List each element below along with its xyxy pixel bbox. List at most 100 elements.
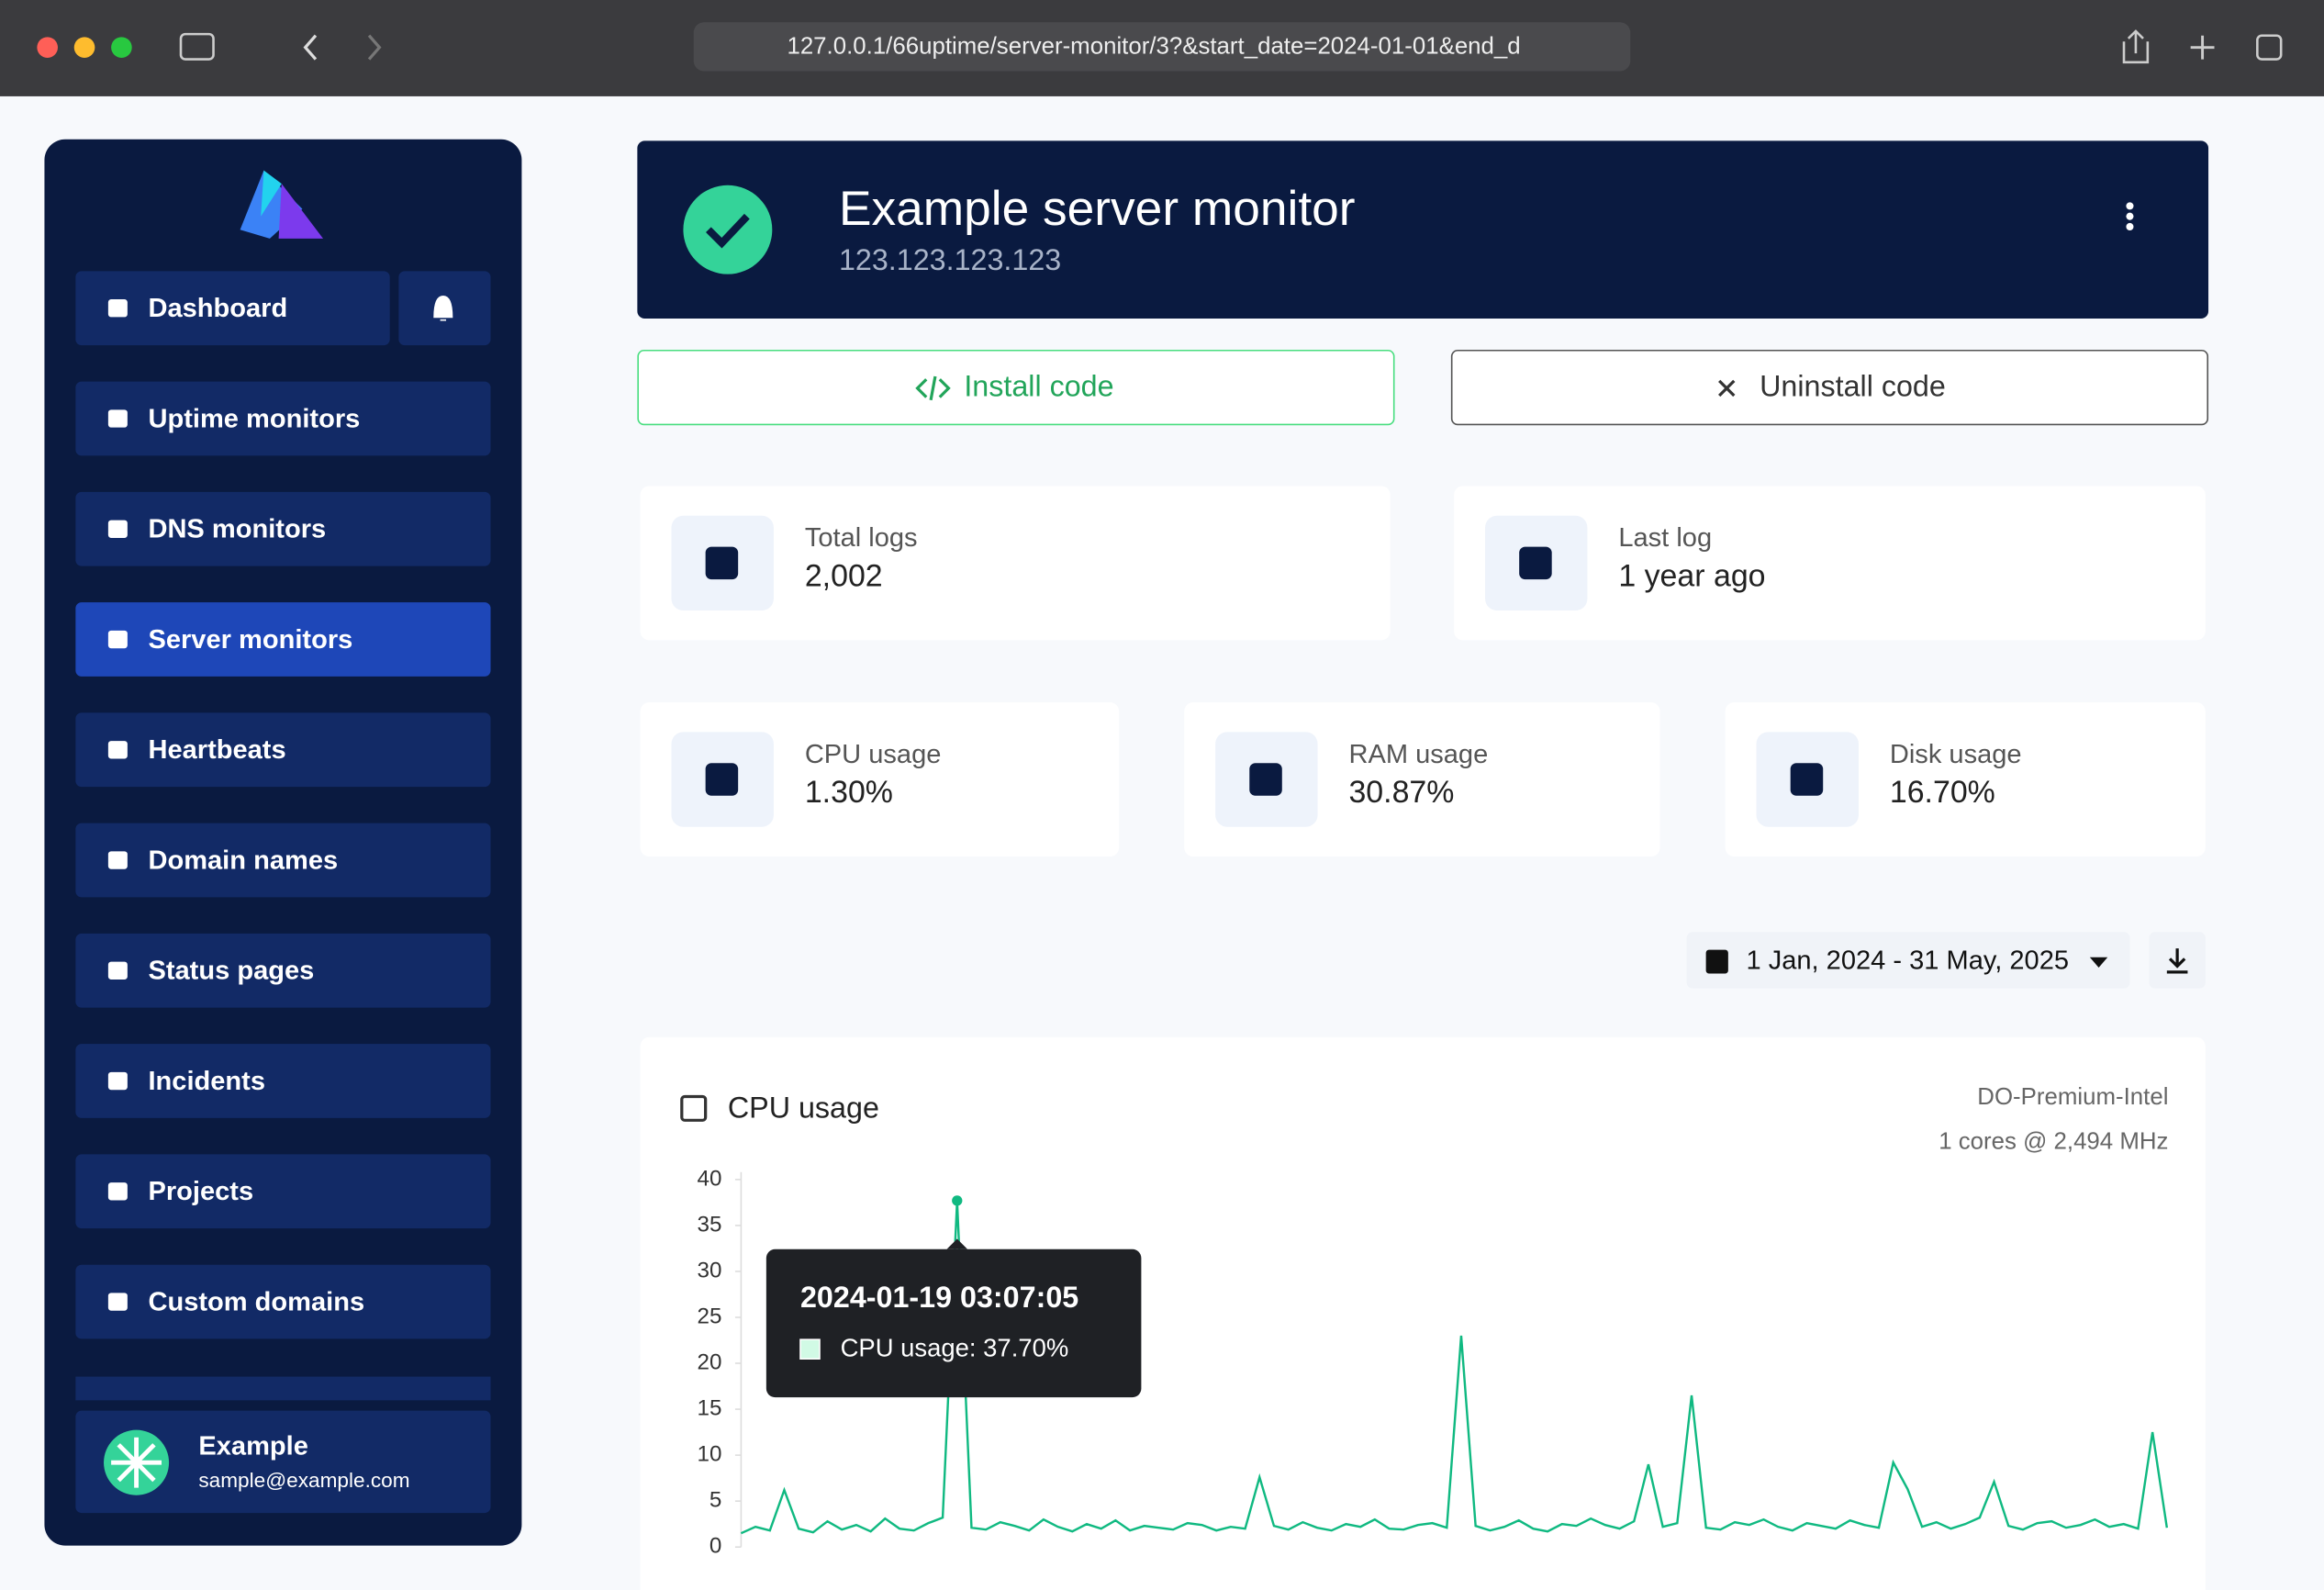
chart-spec: DO-Premium-Intel	[1977, 1084, 2168, 1110]
tooltip-date: 2024-01-19 03:07:05	[800, 1281, 1078, 1314]
y-tick-label: 25	[697, 1304, 721, 1328]
y-tick-label: 15	[697, 1395, 721, 1420]
nav-label: Uptime monitors	[148, 404, 360, 433]
nav-item[interactable]	[75, 491, 491, 566]
y-tick-label: 10	[697, 1442, 721, 1467]
calendar-icon	[1705, 949, 1728, 974]
nav-icon	[107, 299, 128, 318]
close[interactable]	[37, 37, 58, 58]
user-box[interactable]	[75, 1410, 491, 1514]
tabs[interactable]	[2256, 34, 2283, 61]
chart-spec: 1 cores @ 2,494 MHz	[1939, 1128, 2168, 1154]
header-title: Example server monitor	[839, 182, 1356, 236]
nav-icon	[107, 409, 128, 428]
nav-label: Incidents	[148, 1067, 265, 1096]
stat-value: 30.87%	[1348, 775, 1454, 810]
stat-label: CPU usage	[805, 740, 942, 769]
nav-label: Projects	[148, 1177, 253, 1206]
y-tick-label: 40	[697, 1166, 721, 1191]
tooltip	[765, 1248, 1142, 1398]
stat-value: 16.70%	[1890, 775, 1995, 810]
stat-label: Disk usage	[1890, 740, 2022, 769]
caret	[2089, 957, 2108, 969]
nav-label: Heartbeats	[148, 735, 285, 765]
new-tab[interactable]	[2190, 35, 2215, 60]
uninstall-label: Uninstall code	[1760, 369, 1946, 402]
line-series	[740, 1200, 2169, 1535]
y-tick-label: 0	[709, 1534, 721, 1559]
nav-label: Dashboard	[148, 294, 287, 323]
share[interactable]	[2122, 29, 2150, 64]
check	[706, 213, 750, 249]
nav-label: Domain names	[148, 845, 338, 875]
forward[interactable]	[367, 34, 382, 61]
stat-value: 2,002	[805, 558, 883, 593]
nav-label: Server monitors	[148, 625, 352, 655]
minimize[interactable]	[73, 37, 95, 58]
nav-icon	[107, 630, 128, 649]
date-range[interactable]	[1686, 932, 2130, 989]
x-icon	[1718, 379, 1736, 398]
code-icon	[915, 375, 951, 401]
stat-icon	[705, 763, 739, 796]
user-email: sample@example.com	[198, 1469, 409, 1492]
chart-icon	[680, 1094, 708, 1122]
y-tick-label: 30	[697, 1258, 721, 1282]
menu[interactable]	[2126, 202, 2134, 231]
nav-item[interactable]	[75, 1044, 491, 1118]
install-label: Install code	[964, 369, 1113, 402]
nav-icon	[107, 961, 128, 980]
url-box[interactable]	[693, 22, 1631, 72]
header	[637, 140, 2209, 319]
tooltip-value: CPU usage: 37.70%	[841, 1334, 1069, 1362]
nav-icon	[107, 520, 128, 538]
avatar-pattern	[111, 1437, 162, 1488]
stat-label: Last log	[1618, 523, 1712, 553]
date-range-label: 1 Jan, 2024 - 31 May, 2025	[1746, 946, 2069, 975]
y-tick-label: 5	[709, 1488, 721, 1513]
url: 127.0.0.1/66uptime/server-monitor/3?&sta…	[787, 33, 1520, 59]
stat-label: RAM usage	[1348, 740, 1488, 769]
nav-icon	[107, 1071, 128, 1091]
nav-icon	[107, 1293, 128, 1311]
tooltip-arrow	[946, 1238, 968, 1249]
nav-item[interactable]	[75, 381, 491, 456]
back[interactable]	[303, 34, 318, 61]
nav-item[interactable]	[75, 712, 491, 788]
nav-icon	[107, 851, 128, 869]
y-tick-label: 35	[697, 1212, 721, 1237]
logo-part	[278, 184, 324, 239]
nav-item[interactable]	[75, 271, 390, 346]
nav-item[interactable]	[75, 1264, 491, 1339]
user-name: Example	[198, 1432, 308, 1461]
nav-label: Custom domains	[148, 1287, 364, 1316]
stat-icon	[705, 546, 739, 580]
nav-item[interactable]	[75, 1376, 491, 1401]
nav-item[interactable]	[75, 1154, 491, 1229]
nav-label: Status pages	[148, 957, 314, 986]
nav-item[interactable]	[75, 602, 491, 677]
download-icon	[2166, 948, 2188, 974]
uninstall-button[interactable]	[1450, 349, 2209, 426]
chart-title: CPU usage	[728, 1092, 879, 1125]
nav-icon	[107, 741, 128, 759]
maximize[interactable]	[111, 37, 132, 58]
stat-label: Total logs	[805, 523, 918, 553]
sidebar-toggle[interactable]	[179, 32, 215, 61]
stat-value: 1.30%	[805, 775, 893, 810]
install-button[interactable]	[637, 349, 1395, 426]
stat-icon	[1249, 763, 1282, 796]
bell-icon	[433, 296, 453, 321]
y-tick-label: 20	[697, 1349, 721, 1374]
chart-card	[640, 1036, 2206, 1590]
nav-item[interactable]	[75, 823, 491, 898]
stat-value: 1 year ago	[1618, 558, 1765, 593]
tooltip-swatch	[799, 1338, 821, 1360]
stat-card	[1454, 486, 2206, 641]
stat-icon	[1519, 546, 1552, 580]
stat-card	[640, 486, 1391, 641]
header-subtitle: 123.123.123.123	[839, 243, 1061, 276]
nav-item[interactable]	[75, 933, 491, 1008]
